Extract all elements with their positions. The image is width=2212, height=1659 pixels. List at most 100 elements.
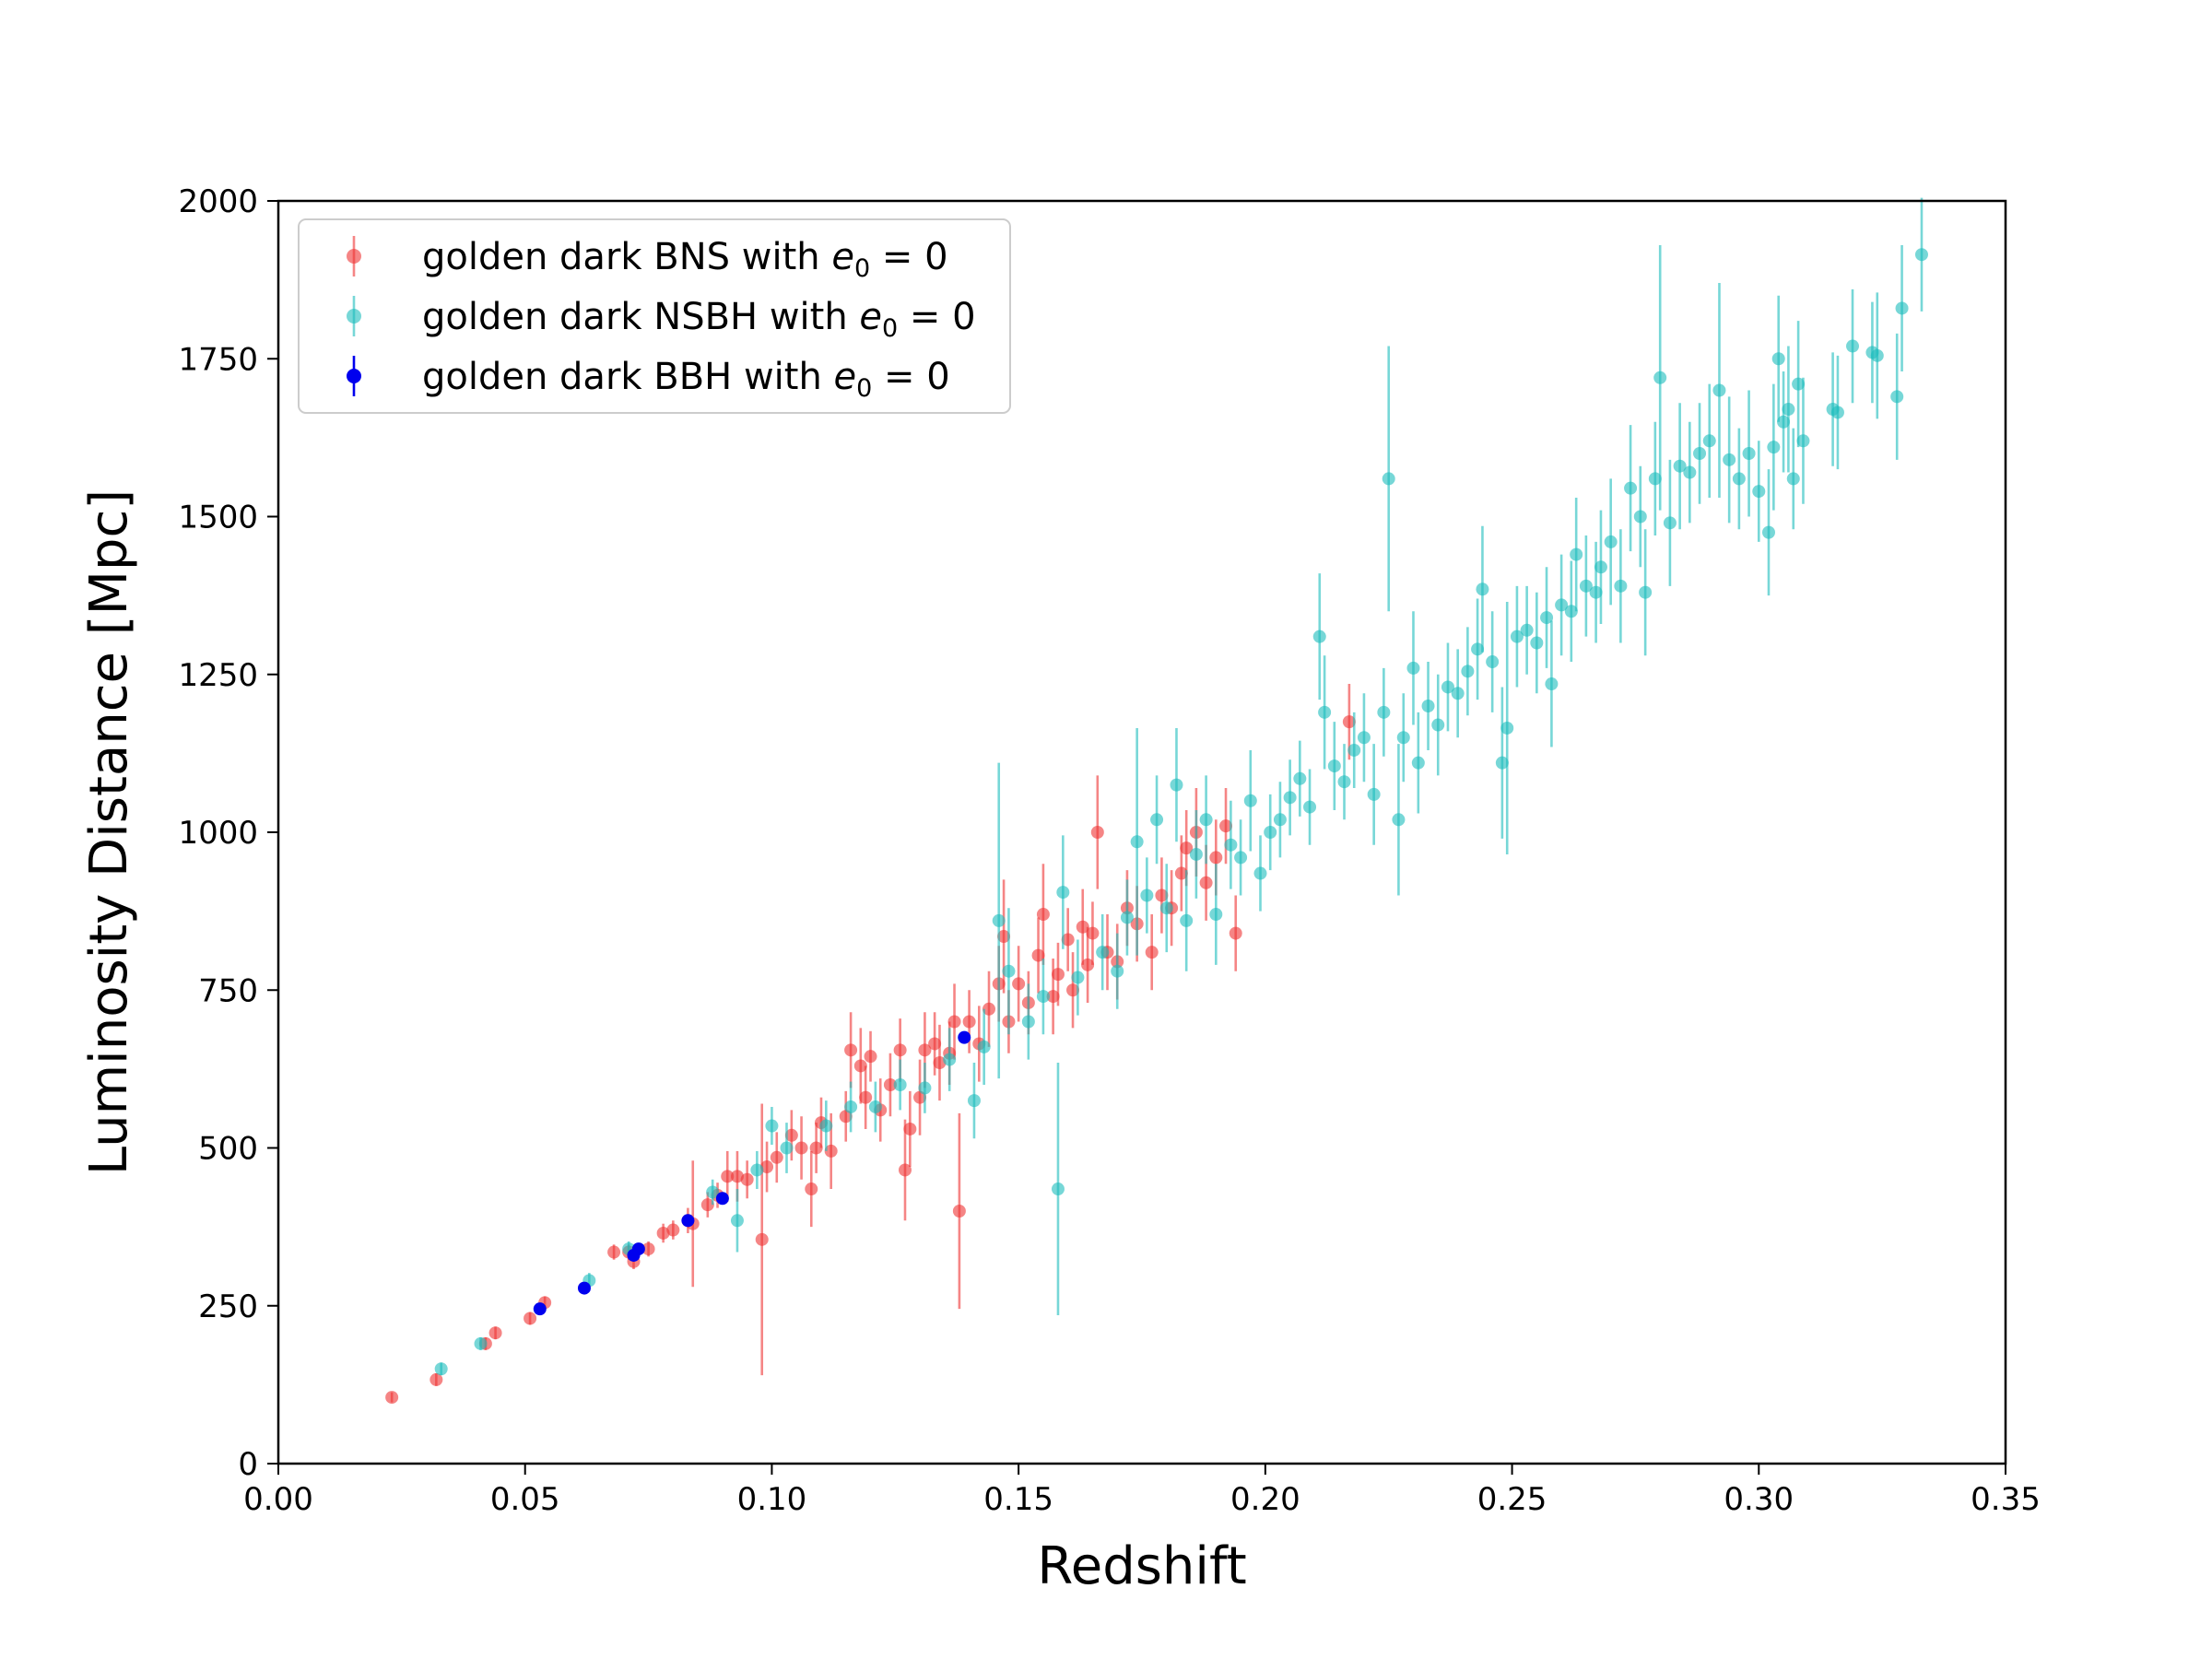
x-tick-label: 0.05 [490,1481,560,1518]
data-point [893,1043,907,1057]
legend-marker [347,249,361,264]
data-point [488,1326,502,1340]
data-point [1421,700,1435,712]
data-point [794,1141,808,1155]
x-tick-label: 0.15 [983,1481,1053,1518]
plot-area [385,197,1928,1405]
legend-marker [347,369,361,383]
data-point [1723,453,1736,466]
series-0 [385,684,1356,1405]
data-point [1392,813,1406,827]
data-point [1782,403,1795,417]
data-point [1170,778,1183,792]
data-point [928,1037,942,1051]
data-point [681,1214,695,1228]
data-point [1061,933,1075,947]
data-point [1021,1015,1035,1029]
data-point [721,1170,735,1183]
data-point [715,1192,729,1206]
data-point [1283,791,1297,805]
data-point [1120,911,1134,924]
data-point [1495,756,1509,770]
data-point [1096,946,1110,959]
data-point [1145,946,1159,959]
data-point [947,1015,961,1029]
data-point [1199,813,1213,827]
series-1 [434,197,1928,1376]
data-point [1594,560,1607,574]
data-point [1090,826,1104,839]
data-point [1500,721,1514,735]
data-point [853,1059,867,1073]
data-point [1002,964,1016,978]
data-point [1243,794,1257,807]
data-point [1046,990,1060,1004]
data-point [819,1119,833,1133]
y-tick-label: 1750 [178,341,258,378]
y-tick-label: 0 [238,1446,258,1483]
data-point [1486,655,1500,669]
data-point [1732,472,1746,486]
data-point [784,1128,798,1142]
data-point [1693,447,1707,460]
legend-entry: golden dark NSBH with e0 = 0 [347,296,976,343]
data-point [952,1205,966,1218]
legend-entry: golden dark BBH with e0 = 0 [347,356,950,403]
data-point [1086,926,1100,940]
data-point [805,1182,818,1196]
x-tick-label: 0.35 [1971,1481,2041,1518]
data-point [1895,301,1909,315]
data-point [429,1372,443,1386]
data-point [1830,406,1844,419]
data-point [1633,510,1647,524]
data-point [1767,441,1781,454]
x-axis: 0.00 0.05 0.10 0.15 0.20 0.25 0.30 0.35 [243,1464,2041,1518]
data-point [740,1172,754,1186]
data-point [1180,841,1194,855]
data-point [824,1144,838,1158]
data-point [1224,838,1238,852]
data-point [1471,642,1485,656]
data-point [1752,485,1766,499]
data-point [656,1226,670,1240]
data-point [1155,888,1169,902]
data-point [1564,605,1578,618]
data-point [1273,813,1287,827]
data-point [1293,771,1307,785]
legend: golden dark BNS with e0 = 0 golden dark N… [298,218,1011,414]
data-point [1653,371,1667,384]
legend-label: golden dark BBH with e0 = 0 [422,356,950,403]
data-point [1130,835,1144,849]
data-point [434,1362,448,1376]
data-point [1555,598,1569,612]
data-point [1031,948,1045,962]
x-tick-label: 0.25 [1477,1481,1547,1518]
data-point [1066,983,1080,997]
data-point [1579,579,1593,593]
data-point [1312,629,1326,643]
data-point [770,1150,783,1164]
data-point [1229,926,1242,940]
legend-label: golden dark BNS with e0 = 0 [422,236,948,283]
data-point [577,1281,591,1295]
data-point [1036,990,1050,1004]
data-point [1890,390,1904,404]
data-point [844,1100,858,1113]
data-point [1174,866,1188,880]
data-point [1520,623,1534,637]
y-axis-label: Luminosity Distance [Mpc] [79,489,139,1175]
data-point [1540,611,1554,625]
data-point [1076,920,1089,934]
data-point [1461,665,1475,678]
legend-entry: golden dark BNS with e0 = 0 [347,236,948,283]
data-point [1510,629,1524,643]
data-point [1150,813,1164,827]
data-point [918,1081,932,1095]
data-point [1012,977,1026,991]
data-point [1327,759,1341,773]
data-point [1624,481,1638,495]
x-tick-label: 0.20 [1230,1481,1300,1518]
data-point [1081,958,1095,971]
data-point [982,1002,996,1016]
data-point [1367,787,1381,801]
